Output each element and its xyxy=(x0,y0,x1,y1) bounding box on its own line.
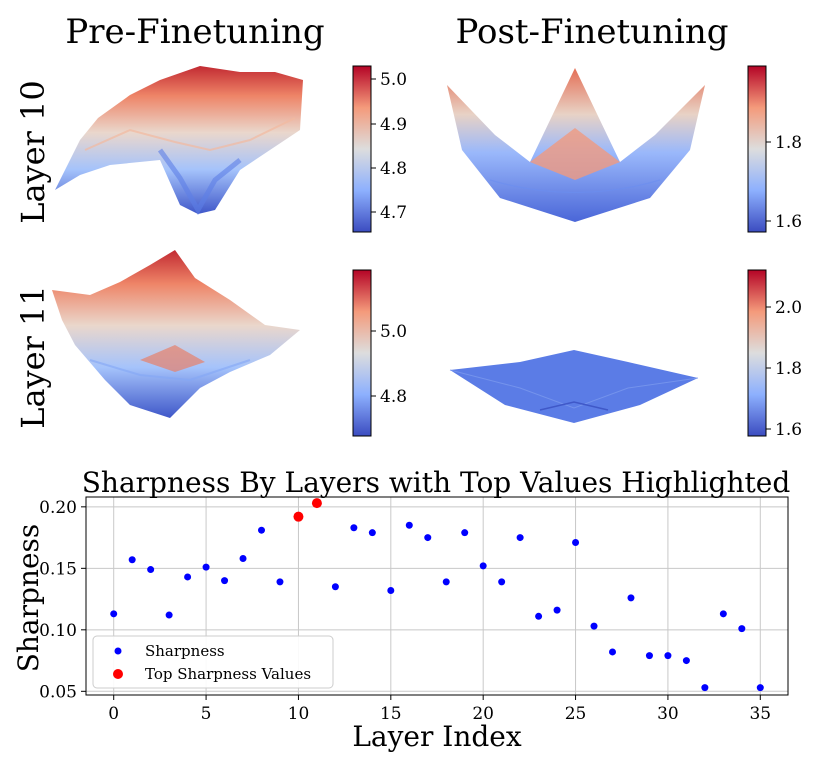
colorbar-post-layer11: 2.0 1.8 1.6 xyxy=(747,269,802,440)
sharpness-point xyxy=(442,578,450,586)
sharpness-point xyxy=(239,554,247,562)
y-axis-label: Sharpness xyxy=(12,524,45,673)
sharpness-point xyxy=(645,652,653,660)
legend-label-top: Top Sharpness Values xyxy=(145,665,311,683)
sharpness-point xyxy=(738,625,746,633)
sharpness-point xyxy=(331,583,339,591)
row-label-layer11: Layer 11 xyxy=(14,285,52,429)
x-tick-label: 25 xyxy=(565,704,587,724)
x-tick-label: 5 xyxy=(201,704,212,724)
colorbar-tick: 5.0 xyxy=(380,70,407,90)
y-tick-label: 0.20 xyxy=(39,498,77,518)
sharpness-point xyxy=(276,578,284,586)
sharpness-point xyxy=(110,610,118,618)
colorbar-tick: 4.8 xyxy=(380,159,407,179)
legend-marker-top xyxy=(113,669,123,679)
sharpness-point xyxy=(350,524,358,532)
sharpness-point xyxy=(609,648,616,656)
y-tick-label: 0.15 xyxy=(39,559,77,579)
colorbar-post-layer10: 1.8 1.6 xyxy=(747,65,802,233)
sharpness-point xyxy=(664,652,672,660)
colorbar-tick: 1.8 xyxy=(775,359,802,379)
sharpness-point xyxy=(590,622,598,630)
surface-post-layer11 xyxy=(449,350,699,423)
surface-pre-layer10 xyxy=(55,66,303,216)
sharpness-point xyxy=(479,562,487,570)
sharpness-point xyxy=(535,612,543,620)
sharpness-point xyxy=(461,529,469,537)
sharpness-point xyxy=(258,526,265,534)
sharpness-point xyxy=(498,578,506,586)
y-tick-label: 0.05 xyxy=(39,682,77,702)
chart-title: Sharpness By Layers with Top Values High… xyxy=(82,466,791,499)
plot-area xyxy=(85,496,789,696)
x-tick-label: 30 xyxy=(657,704,679,724)
x-tick-label: 10 xyxy=(288,704,310,724)
legend-marker-sharpness xyxy=(114,647,122,655)
sharpness-point xyxy=(424,534,432,542)
top-sharpness-point xyxy=(293,511,304,522)
sharpness-point xyxy=(682,657,690,665)
colorbar-tick: 1.6 xyxy=(775,212,802,232)
surface-pre-layer11 xyxy=(52,250,300,418)
colorbar-tick: 4.8 xyxy=(380,387,407,407)
x-axis-label: Layer Index xyxy=(352,720,522,753)
x-tick-label: 35 xyxy=(749,704,771,724)
x-tick-label: 20 xyxy=(472,704,494,724)
legend: Sharpness Top Sharpness Values xyxy=(92,635,334,689)
legend-label-sharpness: Sharpness xyxy=(145,642,225,660)
scatter-points xyxy=(110,498,764,692)
sharpness-point xyxy=(405,521,413,529)
colorbar-tick: 4.7 xyxy=(380,203,407,223)
sharpness-point xyxy=(572,539,580,547)
colorbar-pre-layer10: 5.0 4.9 4.8 4.7 xyxy=(352,65,407,233)
sharpness-point xyxy=(368,529,376,537)
colorbar-tick: 4.9 xyxy=(380,115,407,135)
row-label-layer10: Layer 10 xyxy=(14,80,52,224)
sharpness-point xyxy=(553,606,561,614)
sharpness-point xyxy=(202,563,210,571)
surface-post-layer10 xyxy=(447,68,705,222)
sharpness-point xyxy=(387,586,395,594)
sharpness-point xyxy=(221,577,229,585)
sharpness-point xyxy=(184,573,192,581)
colorbar-tick: 2.0 xyxy=(775,298,802,318)
sharpness-point xyxy=(756,684,764,692)
sharpness-point xyxy=(147,566,155,574)
sharpness-point xyxy=(128,556,136,564)
colorbar-tick: 5.0 xyxy=(380,322,407,342)
col-title-pre: Pre-Finetuning xyxy=(65,12,324,52)
colorbar-pre-layer11: 5.0 4.8 xyxy=(352,269,407,437)
sharpness-point xyxy=(165,611,173,619)
sharpness-point xyxy=(701,684,709,692)
y-axis-ticks: 0.05 0.10 0.15 0.20 xyxy=(39,498,86,702)
top-sharpness-point xyxy=(311,498,322,509)
colorbar-tick: 1.8 xyxy=(775,133,802,153)
colorbar-tick: 1.6 xyxy=(775,420,802,440)
sharpness-point xyxy=(719,610,727,618)
x-tick-label: 15 xyxy=(380,704,402,724)
y-tick-label: 0.10 xyxy=(39,621,77,641)
col-title-post: Post-Finetuning xyxy=(455,12,728,52)
sharpness-point xyxy=(627,594,635,602)
x-tick-label: 0 xyxy=(108,704,119,724)
sharpness-point xyxy=(516,534,524,542)
x-axis-ticks: 0 5 10 15 20 25 30 35 xyxy=(108,695,771,724)
